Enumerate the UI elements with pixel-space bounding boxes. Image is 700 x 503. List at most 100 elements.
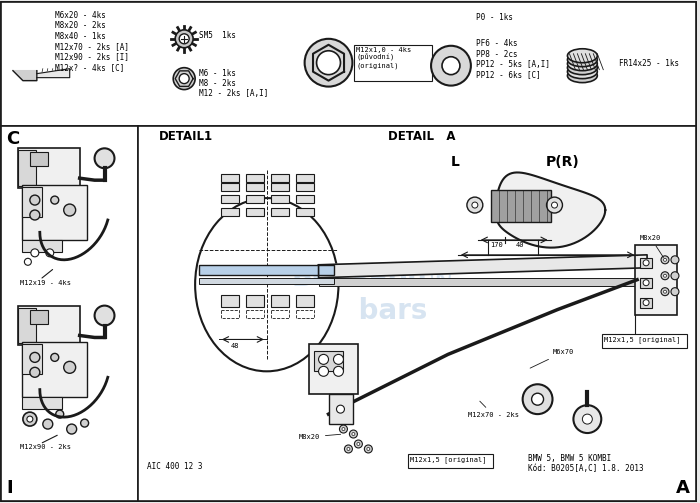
- Bar: [640, 258, 652, 268]
- Bar: [199, 278, 335, 284]
- Bar: [30, 152, 48, 166]
- Circle shape: [671, 272, 679, 280]
- Circle shape: [467, 197, 483, 213]
- Bar: [221, 174, 239, 182]
- Ellipse shape: [568, 65, 597, 78]
- Circle shape: [340, 425, 347, 433]
- Ellipse shape: [568, 61, 597, 74]
- Circle shape: [43, 419, 52, 429]
- Bar: [271, 183, 288, 191]
- Circle shape: [318, 366, 328, 376]
- Circle shape: [349, 430, 358, 438]
- Text: M6x70: M6x70: [530, 350, 574, 368]
- Text: AIC 400 12 3: AIC 400 12 3: [147, 462, 203, 471]
- Text: BMW 5, BMW 5 KOMBI
Kód: B0205[A,C] 1.8. 2013: BMW 5, BMW 5 KOMBI Kód: B0205[A,C] 1.8. …: [528, 454, 643, 473]
- Text: C: C: [6, 130, 19, 148]
- Bar: [640, 278, 652, 288]
- Bar: [199, 265, 335, 275]
- Ellipse shape: [568, 69, 597, 82]
- Text: M12x1,5 [original]: M12x1,5 [original]: [604, 337, 681, 343]
- Text: M12x1,0 - 4ks
(původní)
(original): M12x1,0 - 4ks (původní) (original): [356, 47, 412, 68]
- Bar: [18, 308, 36, 344]
- Circle shape: [64, 361, 76, 373]
- Circle shape: [347, 448, 350, 451]
- Circle shape: [51, 354, 59, 361]
- Bar: [295, 174, 314, 182]
- Bar: [221, 295, 239, 307]
- Bar: [221, 208, 239, 216]
- Ellipse shape: [568, 53, 597, 67]
- Text: A: A: [676, 479, 690, 497]
- Bar: [22, 240, 62, 252]
- Circle shape: [25, 259, 32, 265]
- Bar: [295, 183, 314, 191]
- Bar: [635, 245, 677, 314]
- Bar: [491, 190, 550, 222]
- Bar: [295, 195, 314, 203]
- Bar: [602, 334, 687, 349]
- Bar: [640, 298, 652, 308]
- Bar: [271, 309, 288, 317]
- Circle shape: [173, 68, 195, 90]
- Text: M6x20 - 4ks
M8x20 - 2ks
M8x40 - 1ks
M12x70 - 2ks [A]
M12x90 - 2ks [I]
M12x? - 4k: M6x20 - 4ks M8x20 - 2ks M8x40 - 1ks M12x…: [55, 11, 129, 72]
- Bar: [318, 278, 647, 286]
- Circle shape: [64, 204, 76, 216]
- Bar: [139, 126, 696, 500]
- Bar: [295, 309, 314, 317]
- Circle shape: [365, 445, 372, 453]
- Circle shape: [523, 384, 552, 414]
- Circle shape: [30, 195, 40, 205]
- Bar: [328, 394, 354, 424]
- Bar: [246, 174, 264, 182]
- Polygon shape: [13, 70, 37, 80]
- Bar: [18, 150, 36, 186]
- Circle shape: [643, 260, 649, 266]
- Bar: [246, 295, 264, 307]
- Bar: [221, 309, 239, 317]
- Circle shape: [31, 249, 38, 257]
- Text: P(R): P(R): [545, 155, 580, 170]
- Circle shape: [547, 197, 563, 213]
- Ellipse shape: [568, 57, 597, 70]
- Circle shape: [661, 288, 669, 296]
- Circle shape: [66, 424, 77, 434]
- Text: 170: 170: [490, 242, 503, 248]
- Ellipse shape: [568, 49, 597, 63]
- Circle shape: [316, 51, 340, 74]
- Circle shape: [664, 290, 666, 293]
- Polygon shape: [318, 255, 647, 278]
- Text: I: I: [6, 479, 13, 497]
- Circle shape: [431, 46, 471, 86]
- Bar: [314, 352, 344, 371]
- Circle shape: [333, 355, 344, 364]
- Circle shape: [357, 443, 360, 446]
- Bar: [221, 183, 239, 191]
- Circle shape: [23, 412, 37, 426]
- Text: L: L: [451, 155, 460, 170]
- Circle shape: [94, 148, 115, 168]
- Bar: [271, 295, 288, 307]
- Text: BOssabu®
    bars: BOssabu® bars: [291, 265, 455, 325]
- Circle shape: [30, 353, 40, 362]
- Text: M12x1,5 [original]: M12x1,5 [original]: [410, 456, 486, 463]
- Circle shape: [46, 249, 54, 257]
- Bar: [246, 309, 264, 317]
- Text: PF6 - 4ks
PP8 - 2cs
PP12 - 5ks [A,I]
PP12 - 6ks [C]: PF6 - 4ks PP8 - 2cs PP12 - 5ks [A,I] PP1…: [476, 29, 550, 79]
- Bar: [271, 195, 288, 203]
- Circle shape: [582, 414, 592, 424]
- Text: 48: 48: [231, 344, 239, 350]
- Circle shape: [304, 39, 352, 87]
- Circle shape: [552, 202, 557, 208]
- Text: DETAIL1: DETAIL1: [160, 130, 214, 143]
- Bar: [246, 183, 264, 191]
- Text: M12x70 - 2ks: M12x70 - 2ks: [468, 401, 519, 418]
- Text: M8x20: M8x20: [640, 235, 664, 258]
- Circle shape: [531, 393, 544, 405]
- Text: 40: 40: [516, 242, 524, 248]
- Bar: [1, 126, 139, 500]
- Circle shape: [94, 306, 115, 325]
- Circle shape: [30, 210, 40, 220]
- Text: M6 - 1ks
M8 - 2ks
M12 - 2ks [A,I]: M6 - 1ks M8 - 2ks M12 - 2ks [A,I]: [199, 69, 269, 99]
- Bar: [1, 2, 696, 126]
- Circle shape: [664, 274, 666, 277]
